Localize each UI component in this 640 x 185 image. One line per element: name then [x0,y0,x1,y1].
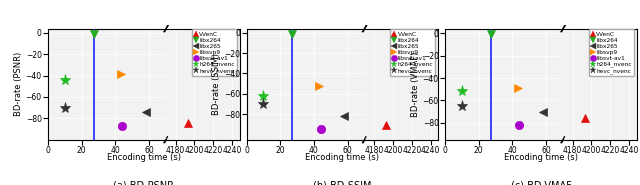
Text: Encoding time (s): Encoding time (s) [107,153,181,162]
Text: (a) BD-PSNR: (a) BD-PSNR [113,180,175,185]
Legend: VVenC, libx264, libx265, libsvp9, libsvt-av1, h264_nvenc, hevc_nvenc: VVenC, libx264, libx265, libsvp9, libsvt… [390,29,435,76]
Y-axis label: BD-rate (VMAF): BD-rate (VMAF) [411,52,420,117]
Legend: VVenC, libx264, libx265, libsvp9, libsvt-av1, h264_nvenc, hevc_nvenc: VVenC, libx264, libx265, libsvp9, libsvt… [191,29,237,76]
Y-axis label: BD-rate (PSNR): BD-rate (PSNR) [14,52,23,116]
Legend: VVenC, libx264, libx265, libsvp9, libsvt-av1, h264_nvenc, hevc_nvenc: VVenC, libx264, libx265, libsvp9, libsvt… [589,29,634,76]
Text: (b) BD-SSIM: (b) BD-SSIM [313,180,372,185]
Text: Encoding time (s): Encoding time (s) [305,153,380,162]
Y-axis label: BD-rate (SSIM): BD-rate (SSIM) [212,53,221,115]
Text: (c) BD-VMAF: (c) BD-VMAF [511,180,572,185]
Text: Encoding time (s): Encoding time (s) [504,153,578,162]
